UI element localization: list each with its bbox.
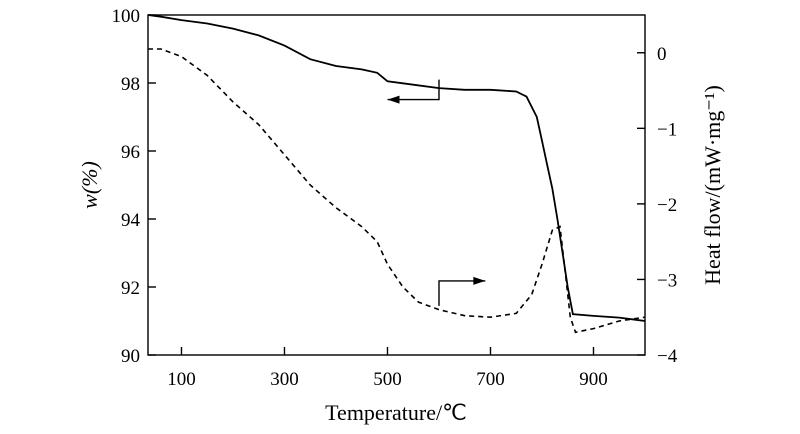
- right-y-tick-label: 0: [657, 44, 667, 65]
- right-y-tick-label: −4: [657, 346, 678, 367]
- right-y-tick-label: −2: [657, 195, 677, 216]
- left-axis-arrow-line: [387, 79, 440, 101]
- left-y-tick-label: 98: [121, 74, 140, 95]
- left-y-tick-label: 90: [121, 346, 140, 367]
- annotation-layer: [387, 79, 486, 306]
- x-tick-label: 300: [270, 369, 299, 390]
- left-y-tick-label: 92: [121, 278, 140, 299]
- x-tick-label: 100: [167, 369, 196, 390]
- right-axis-arrow-line: [438, 280, 486, 306]
- series-layer: [147, 14, 646, 334]
- right-y-ticks: −4 −3 −2 −1 0: [637, 44, 678, 367]
- left-y-tick-label: 100: [112, 6, 141, 27]
- right-y-axis-title: Heat flow/(mW·mg⁻¹): [700, 85, 725, 285]
- x-tick-label: 500: [373, 369, 402, 390]
- left-y-axis-title: w(%): [77, 161, 102, 209]
- x-tick-label: 900: [579, 369, 608, 390]
- right-y-tick-label: −1: [657, 119, 677, 140]
- x-tick-label: 700: [476, 369, 505, 390]
- x-ticks: 100 300 500 700 900: [167, 347, 608, 390]
- x-axis-title: Temperature/℃: [325, 400, 467, 425]
- mass-line: [147, 14, 646, 322]
- left-y-tick-label: 96: [121, 142, 140, 163]
- plot-area: [147, 14, 646, 356]
- right-axis-arrowhead: [473, 276, 486, 285]
- heat-flow-line: [148, 48, 646, 334]
- left-axis-arrowhead: [387, 95, 400, 104]
- right-y-tick-label: −3: [657, 270, 677, 291]
- left-y-tick-label: 94: [121, 210, 141, 231]
- left-y-ticks: 90 92 94 96 98 100: [112, 6, 156, 367]
